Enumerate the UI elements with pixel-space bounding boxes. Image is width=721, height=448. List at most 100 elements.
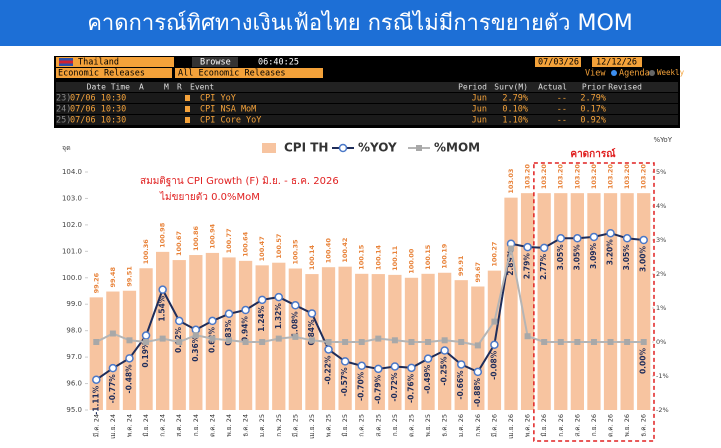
line-marker bbox=[556, 234, 566, 243]
bar bbox=[620, 193, 634, 410]
y2-tick-label: 5% bbox=[656, 168, 666, 176]
line-marker bbox=[158, 285, 167, 294]
weekly[interactable]: Weekly bbox=[657, 68, 685, 77]
end-date-field[interactable] bbox=[592, 57, 642, 67]
agenda[interactable]: Agenda bbox=[619, 69, 650, 79]
line-marker bbox=[159, 335, 166, 342]
line-marker bbox=[624, 339, 631, 345]
line-marker bbox=[407, 363, 416, 373]
country-field[interactable] bbox=[56, 57, 174, 67]
cell: 07/06 10:30 bbox=[70, 116, 126, 126]
bar-value-label: 100.64 bbox=[242, 231, 250, 257]
bar-value-label: 100.00 bbox=[407, 248, 415, 274]
filter-field[interactable] bbox=[175, 68, 323, 78]
line-marker bbox=[474, 342, 481, 349]
line-value-label: -0.72% bbox=[390, 372, 399, 402]
line-marker bbox=[176, 339, 183, 345]
x-tick-label: มี.ค. 25 bbox=[291, 414, 299, 437]
x-tick-label: ก.ค. 24 bbox=[159, 414, 167, 437]
x-tick-label: ธ.ค. 24 bbox=[242, 414, 250, 437]
flag-stripe bbox=[59, 60, 73, 64]
line-marker bbox=[523, 242, 532, 252]
y-tick-label: 104.0 bbox=[62, 168, 82, 176]
x-tick-label: มิ.ย. 24 bbox=[142, 414, 150, 437]
line-marker bbox=[541, 339, 548, 345]
bar bbox=[338, 266, 352, 410]
row-highlight bbox=[56, 104, 678, 114]
line-value-label: -1.11% bbox=[91, 385, 100, 415]
line-marker bbox=[490, 340, 499, 349]
weekly-radio[interactable] bbox=[649, 70, 655, 76]
x-tick-label: ม.ค. 26 bbox=[457, 414, 465, 437]
line-marker bbox=[491, 318, 498, 325]
bar-value-label: 100.14 bbox=[374, 245, 382, 271]
column-header-label: M bbox=[164, 83, 169, 92]
start-date-field[interactable] bbox=[535, 57, 581, 67]
line-value-label: -0.70% bbox=[357, 371, 366, 401]
line-marker bbox=[275, 335, 282, 342]
x-tick-label: ก.พ. 26 bbox=[474, 414, 482, 437]
bar-value-label: 100.27 bbox=[490, 242, 498, 267]
bar bbox=[122, 290, 137, 410]
x-tick-label: มี.ค. 24 bbox=[92, 414, 100, 437]
cell: 0.92% bbox=[580, 116, 606, 126]
bar-value-label: 103.20 bbox=[590, 164, 598, 190]
line-marker bbox=[109, 330, 116, 337]
category[interactable]: Economic Releases bbox=[58, 69, 145, 79]
y2-tick-label: -2% bbox=[656, 406, 669, 414]
line-marker bbox=[125, 354, 134, 363]
y2-tick-label: 1% bbox=[656, 304, 666, 312]
line-marker bbox=[224, 309, 234, 319]
line-marker bbox=[192, 332, 199, 339]
line-marker bbox=[390, 362, 400, 371]
bar-value-label: 103.20 bbox=[640, 164, 648, 190]
legend-label: %YOY bbox=[358, 141, 397, 155]
cell: CPI YoY bbox=[200, 94, 236, 104]
line-marker bbox=[590, 339, 597, 345]
line-value-label: -0.22% bbox=[324, 355, 333, 385]
bar bbox=[554, 193, 568, 410]
line-marker bbox=[639, 235, 648, 245]
filter[interactable]: All Economic Releases bbox=[178, 69, 285, 79]
bar bbox=[603, 193, 618, 410]
legend-label: CPI TH bbox=[284, 141, 328, 155]
bar bbox=[172, 260, 186, 410]
bar-value-label: 103.20 bbox=[623, 164, 631, 190]
line-marker bbox=[242, 339, 249, 345]
line-marker bbox=[342, 339, 349, 345]
line-value-label: -0.88% bbox=[473, 377, 482, 407]
column-header-label: Actual bbox=[538, 83, 567, 92]
legend-marker bbox=[338, 143, 348, 153]
forecast-box bbox=[533, 162, 655, 442]
start-date[interactable]: 07/03/26 bbox=[538, 58, 579, 68]
series-line bbox=[95, 248, 644, 347]
end-date[interactable]: 12/12/26 bbox=[596, 58, 637, 68]
line-value-label: -0.76% bbox=[406, 373, 415, 403]
agenda-radio[interactable] bbox=[611, 70, 617, 76]
line-marker bbox=[357, 361, 366, 371]
cell: CPI NSA MoM bbox=[200, 105, 256, 115]
cell: CPI Core YoY bbox=[200, 116, 261, 126]
line-value-label: -0.77% bbox=[108, 374, 117, 404]
terminal: Thailand Browse 06:40:25 07/03/26 12/12/… bbox=[56, 57, 685, 126]
bar bbox=[504, 197, 518, 410]
category-field[interactable] bbox=[56, 68, 172, 78]
x-tick-label: ธ.ค. 25 bbox=[441, 414, 449, 437]
line-marker bbox=[209, 335, 216, 342]
bar-value-label: 100.15 bbox=[358, 244, 366, 270]
alert-icon bbox=[185, 117, 190, 123]
line-value-label: 0.19% bbox=[141, 341, 150, 368]
line-value-label: -0.57% bbox=[340, 367, 349, 397]
alert-icon bbox=[185, 106, 190, 112]
alert-icon bbox=[185, 95, 190, 101]
browse[interactable]: Browse bbox=[200, 58, 231, 68]
x-tick-label: พ.ค. 24 bbox=[125, 414, 133, 437]
line-marker bbox=[557, 339, 564, 345]
line-value-label: -0.49% bbox=[423, 364, 432, 394]
line-marker bbox=[408, 339, 415, 345]
bar bbox=[255, 265, 269, 410]
x-tick-label: ก.พ. 25 bbox=[275, 414, 283, 437]
clock: 06:40:25 bbox=[258, 58, 299, 68]
browse-button[interactable] bbox=[192, 57, 238, 67]
x-tick-label: มิ.ย. 26 bbox=[540, 414, 548, 437]
